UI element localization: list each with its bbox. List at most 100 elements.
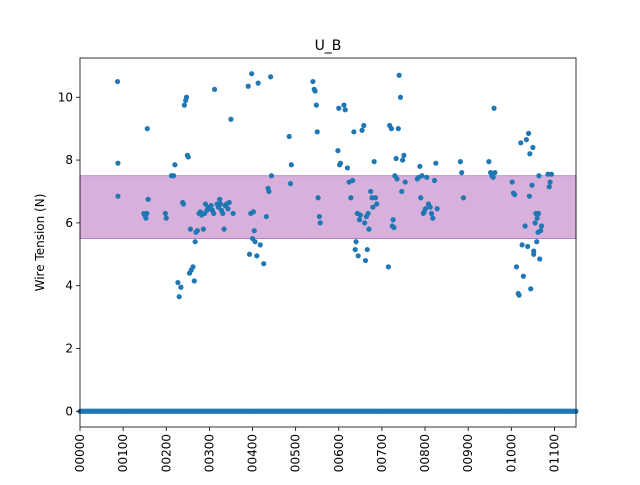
data-point <box>547 179 553 185</box>
target-band-layer <box>79 175 577 239</box>
data-point <box>397 94 404 100</box>
data-point <box>359 127 365 133</box>
data-point <box>145 196 151 202</box>
data-point <box>317 220 323 226</box>
data-point <box>394 176 400 182</box>
data-point <box>211 210 217 217</box>
data-point <box>531 251 537 257</box>
data-point <box>374 201 380 207</box>
data-point <box>393 155 399 162</box>
x-tick-label: 00800 <box>418 434 432 472</box>
data-point <box>361 122 367 129</box>
data-point <box>538 223 545 229</box>
x-axis-ticks: 00000 00100 00200 00300 00400 00500 00600 00700… <box>73 427 561 472</box>
data-point <box>170 173 177 179</box>
data-point <box>486 159 492 165</box>
data-point <box>230 210 236 217</box>
data-point <box>518 140 524 146</box>
data-point <box>114 78 121 85</box>
x-tick-label: 00300 <box>202 434 216 472</box>
data-point <box>532 220 538 226</box>
data-point <box>181 102 187 108</box>
data-point <box>316 213 322 220</box>
data-point <box>252 239 258 245</box>
data-point <box>143 215 149 221</box>
data-point <box>245 83 251 89</box>
y-axis-ticks: 0 2 4 6 8 10 <box>58 90 80 418</box>
data-point <box>537 256 543 262</box>
x-tick-label: 01000 <box>504 434 518 472</box>
data-point <box>372 195 379 201</box>
x-tick-label: 00600 <box>332 434 346 472</box>
data-point <box>310 78 316 85</box>
data-point <box>211 86 218 93</box>
data-point <box>351 129 357 135</box>
chart-title: U_B <box>315 38 342 54</box>
data-point <box>342 107 348 113</box>
data-point <box>268 74 274 80</box>
y-tick-label: 2 <box>65 341 73 355</box>
data-point <box>418 195 424 201</box>
data-point <box>220 210 226 217</box>
data-point <box>286 133 292 140</box>
data-point <box>492 170 498 176</box>
y-tick-label: 8 <box>65 153 73 167</box>
data-point <box>255 80 261 86</box>
zero-points-layer <box>77 408 579 414</box>
data-point <box>254 253 260 259</box>
data-point <box>430 215 436 221</box>
data-point <box>353 239 359 245</box>
data-point <box>491 105 497 111</box>
data-point <box>263 213 269 220</box>
data-point <box>536 173 542 179</box>
x-tick-label: 00400 <box>246 434 260 472</box>
x-tick-label: 00700 <box>375 434 389 472</box>
data-point <box>385 264 391 270</box>
data-point <box>396 72 402 78</box>
data-point <box>546 184 552 190</box>
data-point <box>509 179 515 185</box>
data-point <box>191 278 197 284</box>
data-point <box>431 177 438 184</box>
data-point <box>523 137 530 143</box>
data-point <box>519 242 525 248</box>
data-point <box>388 126 395 132</box>
data-point <box>400 157 406 163</box>
data-point <box>528 286 534 292</box>
data-point <box>355 253 361 259</box>
data-point <box>368 188 374 195</box>
y-tick-label: 0 <box>65 404 73 418</box>
data-point <box>288 162 294 168</box>
data-point <box>427 204 433 210</box>
data-point <box>144 126 150 132</box>
data-point <box>183 94 190 100</box>
data-point <box>513 264 520 270</box>
y-axis-label: Wire Tension (N) <box>33 194 47 292</box>
data-point <box>534 239 540 245</box>
data-point <box>362 257 369 264</box>
data-point <box>250 209 256 215</box>
data-point <box>424 174 430 180</box>
data-point <box>370 204 376 210</box>
data-point <box>192 239 198 245</box>
data-point <box>512 192 518 198</box>
data-point <box>261 261 267 267</box>
data-point <box>525 130 532 136</box>
data-point <box>194 228 200 234</box>
x-tick-label: 00500 <box>289 434 303 472</box>
data-point <box>180 201 187 207</box>
data-point <box>366 226 372 232</box>
data-point <box>401 152 407 158</box>
data-point <box>402 179 408 185</box>
data-point <box>163 215 169 221</box>
data-point <box>287 181 294 187</box>
x-tick-label: 00100 <box>116 434 130 472</box>
data-point <box>395 126 401 132</box>
data-point <box>314 129 320 135</box>
x-tick-label: 00200 <box>159 434 173 472</box>
data-point <box>390 217 396 223</box>
data-point <box>348 195 354 201</box>
data-point <box>221 226 227 232</box>
